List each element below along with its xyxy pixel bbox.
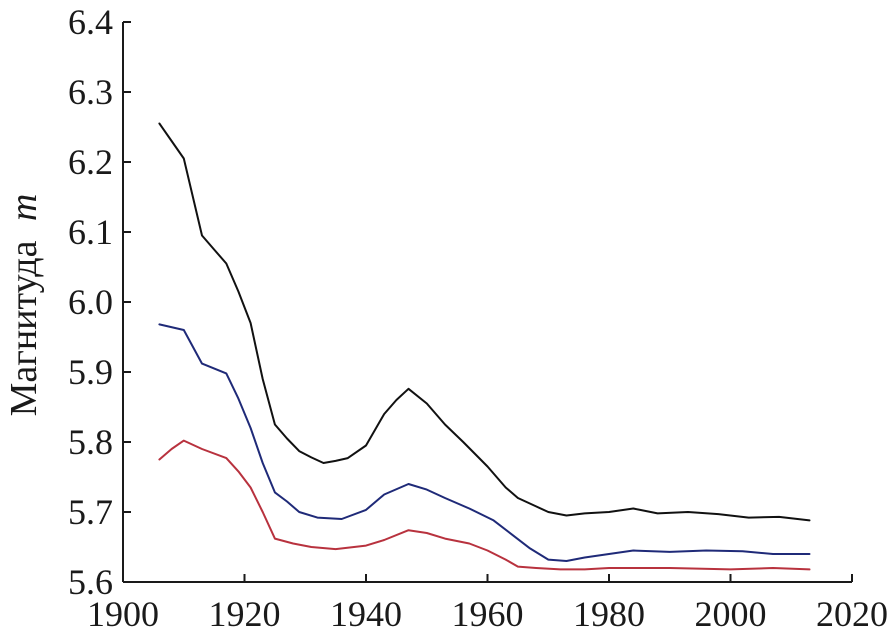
x-tick-label: 2020 [816, 594, 888, 634]
x-tick-label: 1980 [573, 594, 645, 634]
y-tick-label: 5.7 [68, 492, 113, 532]
y-axis-ticks: 5.6 5.7 5.8 5.9 6.0 6.1 6.2 6.3 6.4 [68, 2, 131, 602]
y-tick-label: 6.4 [68, 2, 113, 42]
y-tick-label: 5.9 [68, 352, 113, 392]
y-axis-title-text: Магнитуда [3, 240, 45, 416]
y-tick-label: 6.1 [68, 212, 113, 252]
x-tick-label: 2000 [695, 594, 767, 634]
plot-area: 5.6 5.7 5.8 5.9 6.0 6.1 6.2 6.3 6.4 1900 1920 1940… [68, 2, 888, 634]
y-axis-title: Магнитуда m [3, 194, 45, 417]
x-tick-label: 1940 [330, 594, 402, 634]
series-group [158, 122, 811, 571]
series-line-1 [158, 122, 811, 522]
y-tick-label: 6.3 [68, 72, 113, 112]
x-tick-label: 1920 [209, 594, 281, 634]
x-axis-ticks: 1900 1920 1940 1960 1980 2000 2020 [87, 574, 888, 634]
x-tick-label: 1960 [452, 594, 524, 634]
y-tick-label: 5.6 [68, 562, 113, 602]
x-tick-label: 1900 [87, 594, 159, 634]
y-tick-label: 6.0 [68, 282, 113, 322]
y-tick-label: 6.2 [68, 142, 113, 182]
y-tick-label: 5.8 [68, 422, 113, 462]
series-line-3 [158, 439, 811, 571]
y-axis-title-symbol: m [3, 194, 45, 221]
series-line-2 [158, 323, 811, 562]
